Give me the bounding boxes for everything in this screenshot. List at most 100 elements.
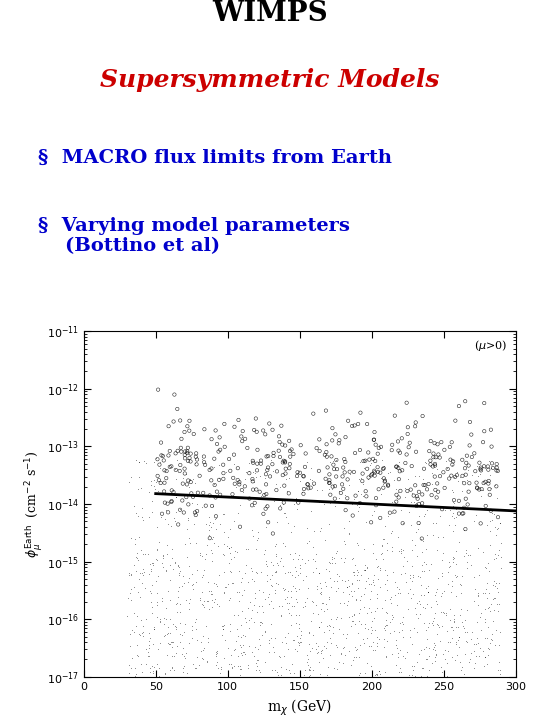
Point xyxy=(382,614,390,626)
Point xyxy=(215,431,224,443)
Point xyxy=(187,568,196,580)
Point xyxy=(430,639,439,651)
Point xyxy=(451,471,460,482)
Point xyxy=(437,667,446,678)
Point xyxy=(253,654,261,665)
Point xyxy=(180,463,189,474)
Point xyxy=(491,639,500,651)
Point xyxy=(219,473,228,485)
Point xyxy=(280,583,289,595)
Point xyxy=(153,470,162,482)
Point xyxy=(200,423,209,435)
Point xyxy=(409,588,417,599)
Point xyxy=(275,651,284,662)
Point xyxy=(274,445,283,456)
Point xyxy=(276,609,285,621)
X-axis label: m$_\chi$ (GeV): m$_\chi$ (GeV) xyxy=(267,697,332,718)
Point xyxy=(433,477,442,489)
Point xyxy=(495,598,503,610)
Point xyxy=(291,643,300,654)
Point xyxy=(183,523,191,535)
Point xyxy=(386,507,394,518)
Point xyxy=(332,471,341,482)
Point xyxy=(353,500,362,511)
Point xyxy=(492,529,501,541)
Point xyxy=(207,474,215,486)
Point xyxy=(176,504,184,516)
Point xyxy=(392,659,401,670)
Point xyxy=(125,629,134,640)
Point xyxy=(455,656,464,667)
Point xyxy=(460,477,469,489)
Point xyxy=(414,612,422,624)
Point xyxy=(265,637,274,649)
Point xyxy=(258,617,266,629)
Point xyxy=(428,478,436,490)
Point xyxy=(368,644,377,656)
Point xyxy=(451,546,460,557)
Point xyxy=(413,626,421,638)
Point xyxy=(380,564,389,576)
Point xyxy=(347,553,356,564)
Point xyxy=(421,508,429,520)
Point xyxy=(288,634,297,646)
Point xyxy=(408,534,416,546)
Point xyxy=(408,638,416,649)
Point xyxy=(261,503,270,515)
Point xyxy=(423,653,431,665)
Point xyxy=(335,434,343,446)
Point xyxy=(325,649,334,661)
Point xyxy=(162,565,171,577)
Point xyxy=(326,633,335,644)
Point xyxy=(415,510,423,522)
Point xyxy=(440,482,449,494)
Point xyxy=(452,558,461,570)
Point xyxy=(245,492,254,504)
Point xyxy=(174,518,183,530)
Point xyxy=(451,569,460,580)
Point xyxy=(159,551,167,562)
Point xyxy=(184,455,192,467)
Point xyxy=(190,518,199,530)
Point xyxy=(164,507,172,518)
Point xyxy=(464,464,473,476)
Point xyxy=(293,470,301,482)
Point xyxy=(198,571,207,582)
Point xyxy=(309,408,318,419)
Point xyxy=(134,456,143,467)
Point xyxy=(485,637,494,649)
Point xyxy=(309,566,318,577)
Point xyxy=(314,647,322,658)
Point xyxy=(488,634,496,646)
Point xyxy=(356,667,364,679)
Point xyxy=(399,611,407,623)
Point xyxy=(345,516,353,527)
Point xyxy=(492,459,501,470)
Point xyxy=(237,431,246,442)
Point xyxy=(233,474,242,486)
Point xyxy=(149,624,158,635)
Point xyxy=(451,519,460,531)
Point xyxy=(273,666,282,678)
Point xyxy=(213,580,221,592)
Point xyxy=(220,652,228,664)
Point xyxy=(461,626,469,638)
Point xyxy=(262,479,271,490)
Point xyxy=(408,670,417,681)
Point xyxy=(248,455,257,467)
Point xyxy=(137,502,146,513)
Point xyxy=(413,551,422,562)
Point xyxy=(347,615,356,626)
Point xyxy=(451,572,460,583)
Point xyxy=(429,517,437,528)
Point xyxy=(457,475,466,487)
Point xyxy=(150,621,159,632)
Point xyxy=(289,449,298,460)
Point xyxy=(418,498,427,509)
Point xyxy=(403,556,411,567)
Point xyxy=(485,588,494,599)
Point xyxy=(474,599,483,611)
Point xyxy=(159,450,167,462)
Point xyxy=(261,472,269,483)
Point xyxy=(432,649,441,661)
